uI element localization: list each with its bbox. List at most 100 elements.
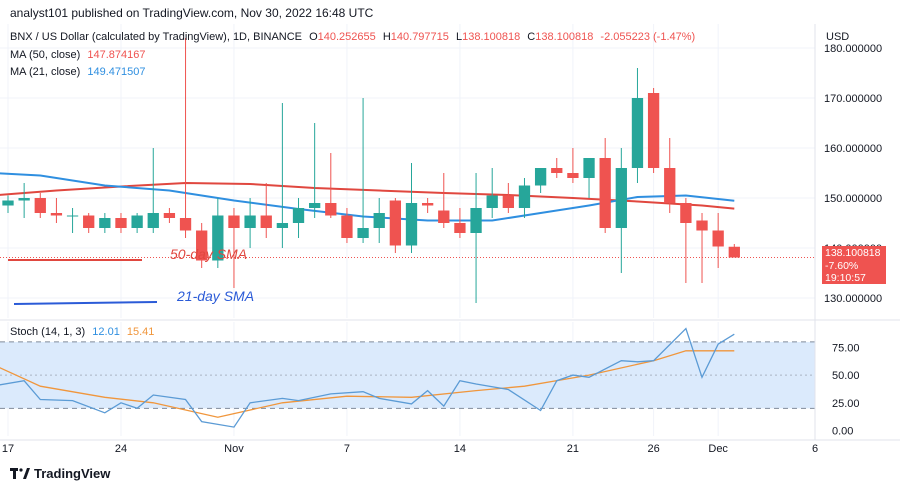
- candle-body: [631, 98, 644, 168]
- price-tick-label: 130.000000: [824, 293, 882, 305]
- candle-body: [583, 158, 595, 178]
- candle-body: [2, 200, 14, 206]
- candle-body: [518, 185, 531, 208]
- high-value: 140.797715: [390, 31, 449, 43]
- time-tick-label: 14: [454, 443, 466, 455]
- low-value: 138.100818: [462, 31, 521, 43]
- stoch-tick-label: 25.00: [832, 398, 860, 410]
- time-tick-label: 7: [344, 443, 350, 455]
- symbol-title: BNX / US Dollar (calculated by TradingVi…: [10, 31, 303, 43]
- sma50-annotation: 50-day SMA: [170, 246, 247, 262]
- candle-body: [438, 210, 450, 223]
- candle-body: [147, 213, 159, 228]
- ma21-legend: MA (21, close) 149.471507: [10, 66, 150, 78]
- last-price: 138.100818: [825, 247, 881, 259]
- candle-body: [615, 168, 627, 228]
- candle-body: [502, 195, 514, 208]
- last-price-box: 138.100818 -7.60% 19:10:57: [822, 246, 886, 284]
- publisher-line: analyst101 published on TradingView.com,…: [10, 6, 374, 20]
- candle-body: [680, 203, 692, 223]
- candle-body: [163, 213, 176, 218]
- stoch-pane: [0, 322, 816, 436]
- stoch-tick-label: 0.00: [832, 425, 853, 437]
- candle-body: [696, 220, 708, 231]
- ma21-label: MA (21, close): [10, 66, 81, 78]
- stoch-band: [0, 341, 815, 409]
- candle-body: [244, 215, 256, 228]
- stoch-d-line: [0, 350, 735, 418]
- candle-body: [292, 208, 305, 223]
- sma21-annotation-line: [13, 301, 158, 305]
- candle-body: [212, 215, 224, 261]
- price-tick-label: 170.000000: [824, 93, 882, 105]
- candle-body: [421, 203, 434, 206]
- candle-body: [534, 168, 547, 186]
- candle-body: [341, 215, 353, 238]
- candle-body: [83, 215, 95, 228]
- candle-body: [50, 213, 63, 216]
- candle-body: [228, 215, 240, 228]
- low-label: L: [455, 31, 463, 43]
- candle-body: [567, 173, 579, 178]
- time-tick-label: Dec: [708, 443, 728, 455]
- time-tick-label: Nov: [224, 443, 244, 455]
- candle-body: [486, 195, 498, 208]
- candle-body: [276, 223, 289, 228]
- candle-body: [373, 213, 385, 228]
- candle-body: [99, 218, 111, 228]
- time-tick-label: 24: [115, 443, 127, 455]
- last-change: -7.60%: [825, 259, 859, 272]
- ma21-value: 149.471507: [87, 66, 146, 78]
- tradingview-logo-icon: [10, 467, 30, 479]
- candle-body: [179, 218, 192, 231]
- price-pane: 50-day SMA 21-day SMA: [0, 24, 816, 318]
- high-label: H: [382, 31, 391, 43]
- stoch-tick-label: 75.00: [832, 342, 860, 354]
- close-label: C: [527, 31, 536, 43]
- open-value: 140.252655: [317, 31, 376, 43]
- stoch-k-line: [0, 327, 735, 428]
- candle-body: [728, 246, 740, 258]
- candle-body: [115, 218, 127, 228]
- time-tick-label: 26: [647, 443, 659, 455]
- candle-body: [325, 203, 337, 216]
- candle-body: [131, 215, 143, 228]
- ma50-value: 147.874167: [87, 49, 146, 61]
- bar-countdown: 19:10:57: [825, 272, 866, 284]
- candle-body: [34, 198, 46, 213]
- stoch-label: Stoch (14, 1, 3): [10, 326, 86, 338]
- candle-body: [712, 230, 724, 247]
- candle-body: [454, 223, 466, 233]
- time-tick-label: 6: [812, 443, 818, 455]
- candle-body: [260, 215, 272, 228]
- tradingview-brand[interactable]: TradingView: [10, 466, 110, 481]
- change-value: -2.055223 (-1.47%): [600, 31, 696, 43]
- currency-label: USD: [826, 31, 849, 43]
- candle-body: [309, 203, 321, 208]
- candle-body: [389, 200, 402, 246]
- price-tick-label: 160.000000: [824, 143, 882, 155]
- candle-body: [470, 208, 482, 233]
- candle-body: [66, 215, 79, 217]
- candle-body: [405, 203, 418, 246]
- symbol-legend: BNX / US Dollar (calculated by TradingVi…: [10, 31, 699, 43]
- close-value: 138.100818: [535, 31, 594, 43]
- stoch-legend: Stoch (14, 1, 3) 12.01 15.41: [10, 326, 158, 338]
- candle-body: [664, 168, 676, 203]
- candle-body: [196, 230, 208, 261]
- ma50-legend: MA (50, close) 147.874167: [10, 49, 150, 61]
- candle-body: [647, 93, 660, 168]
- candle-body: [18, 198, 30, 201]
- stoch-d-value: 15.41: [126, 326, 155, 338]
- candle-body: [551, 168, 563, 173]
- time-tick-label: 17: [2, 443, 14, 455]
- price-tick-label: 150.000000: [824, 193, 882, 205]
- candle-body: [599, 158, 611, 228]
- price-tick-label: 180.000000: [824, 43, 882, 55]
- sma21-annotation: 21-day SMA: [176, 288, 254, 304]
- time-tick-label: 21: [567, 443, 579, 455]
- brand-label: TradingView: [34, 466, 111, 481]
- ma50-label: MA (50, close): [10, 49, 81, 61]
- axes: 130.000000140.000000150.000000160.000000…: [0, 24, 900, 455]
